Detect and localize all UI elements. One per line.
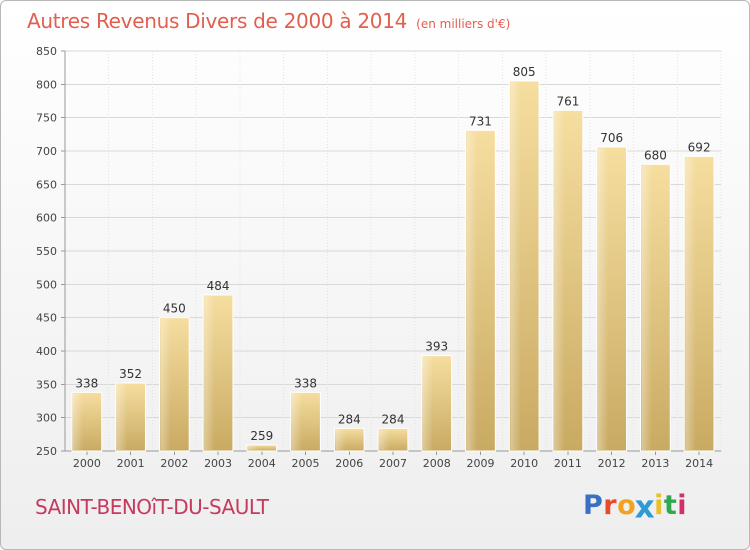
value-label-2012: 706 [600,131,623,145]
bar-2004 [246,444,278,452]
value-label-2005: 338 [294,376,317,390]
y-tick-label: 500 [36,278,57,291]
bar-highlight-2004 [247,446,259,450]
chart-title: Autres Revenus Divers de 2000 à 2014 [27,9,408,33]
bars-layer [71,80,715,452]
logo-letter: o [617,490,637,521]
x-tick-label-2005: 2005 [292,457,320,470]
y-tick-label: 350 [36,378,57,391]
x-tick-label-2013: 2013 [641,457,669,470]
bar-highlight-2000 [72,393,84,450]
commune-name: SAINT-BENOîT-DU-SAULT [35,495,269,519]
y-tick-label: 600 [36,212,57,225]
y-tick-label: 550 [36,245,57,258]
y-tick-label: 850 [36,45,57,58]
x-tick-label-2014: 2014 [685,457,713,470]
x-tick-label-2007: 2007 [379,457,407,470]
x-tick-label-2008: 2008 [423,457,451,470]
value-label-2006: 284 [338,412,361,426]
x-tick-label-2010: 2010 [510,457,538,470]
bar-highlight-2013 [641,165,652,451]
bar-highlight-2011 [554,111,565,450]
bar-highlight-2003 [204,296,215,450]
value-label-2013: 680 [644,148,667,162]
bar-highlight-2005 [291,393,303,450]
value-label-2014: 692 [688,140,711,154]
y-tick-label: 400 [36,345,57,358]
logo-letter: t [663,490,678,521]
bar-highlight-2006 [335,429,346,450]
y-tick-label: 700 [36,145,57,158]
bar-highlight-2008 [422,356,434,450]
y-tick-label: 450 [36,312,57,325]
value-label-2001: 352 [119,367,142,381]
value-label-2008: 393 [425,340,448,354]
value-label-2003: 484 [207,279,230,293]
bar-highlight-2012 [597,148,609,450]
y-tick-label: 650 [36,178,57,191]
x-tick-label-2004: 2004 [248,457,276,470]
labels-layer: 250 300 350 400 450 500 550 600 650 700 750 800 850 3… [36,45,713,470]
bar-highlight-2014 [685,157,696,451]
bar-highlight-2002 [160,318,171,450]
logo-letter: r [603,490,618,521]
y-tick-label: 300 [36,412,57,425]
x-tick-label-2002: 2002 [160,457,188,470]
logo-letter: P [583,490,604,521]
value-label-2000: 338 [75,376,98,390]
x-tick-label-2001: 2001 [117,457,145,470]
x-tick-label-2006: 2006 [335,457,363,470]
value-label-2007: 284 [382,412,405,426]
value-label-2010: 805 [513,65,536,79]
y-tick-label: 250 [36,445,57,458]
bar-highlight-2009 [466,131,478,451]
value-label-2004: 259 [250,429,273,443]
x-tick-label-2012: 2012 [598,457,626,470]
bar-highlight-2001 [116,384,128,450]
bar-highlight-2007 [379,429,390,450]
value-label-2011: 761 [556,94,579,108]
y-tick-label: 800 [36,78,57,91]
y-tick-label: 750 [36,112,57,125]
x-tick-label-2003: 2003 [204,457,232,470]
chart-unit: (en milliers d'€) [416,17,511,31]
proxiti-logo: Proxiti [583,490,688,526]
bar-highlight-2010 [510,82,521,450]
logo-letter: i [654,490,664,521]
logo-letter: x [634,489,656,526]
x-tick-label-2000: 2000 [73,457,101,470]
logo-letter: i [677,490,688,521]
chart-title-block: Autres Revenus Divers de 2000 à 2014 (en… [27,9,510,33]
value-label-2009: 731 [469,114,492,128]
x-tick-label-2009: 2009 [466,457,494,470]
x-tick-label-2011: 2011 [554,457,582,470]
value-label-2002: 450 [163,302,186,316]
